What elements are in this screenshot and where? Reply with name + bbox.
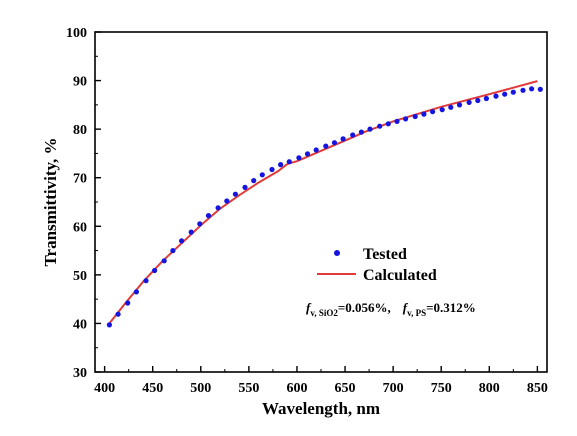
y-tick-label: 70: [73, 172, 87, 187]
x-axis-label: Wavelength, nm: [262, 399, 380, 418]
tested-data-point: [224, 198, 230, 204]
volume-fraction-annotation: fv, SiO2=0.056%, fv, PS=0.312%: [306, 300, 476, 318]
y-axis-label: Transmittivity, %: [41, 137, 60, 266]
tested-data-point: [106, 322, 112, 328]
tested-data-point: [350, 132, 356, 138]
tested-data-point: [215, 205, 221, 211]
x-tick-label: 550: [238, 381, 259, 396]
tested-data-point: [537, 86, 543, 92]
tested-data-point: [278, 162, 284, 168]
tested-data-point: [125, 300, 131, 306]
tested-data-point: [188, 229, 194, 235]
tested-data-point: [304, 151, 311, 157]
tested-data-point: [456, 102, 463, 108]
y-tick-label: 40: [73, 317, 87, 332]
tested-data-point: [466, 99, 472, 105]
tested-data-point: [520, 87, 526, 93]
tested-data-point: [296, 155, 302, 161]
tested-data-point: [179, 238, 185, 244]
tested-data-point: [205, 213, 212, 219]
tested-data-point: [242, 184, 248, 190]
tested-data-point: [251, 178, 257, 184]
tested-data-point: [439, 107, 445, 113]
tested-data-point: [313, 147, 319, 153]
legend-calculated-label: Calculated: [363, 267, 437, 284]
tested-data-point: [358, 129, 364, 135]
y-tick-label: 90: [73, 75, 87, 90]
x-tick-label: 450: [142, 381, 163, 396]
tested-data-point: [421, 111, 427, 117]
tested-data-point: [403, 116, 409, 122]
x-tick-label: 600: [286, 381, 307, 396]
x-tick-label: 650: [335, 381, 356, 396]
tested-data-point: [133, 289, 139, 295]
annotation-f-symbol-1: f: [306, 300, 312, 315]
annotation-value-ps: =0.312%: [426, 300, 476, 315]
tested-data-point: [412, 113, 418, 120]
series-group: [106, 80, 543, 328]
annotation-subscript-ps: v, PS: [407, 308, 426, 318]
y-tick-label: 100: [66, 26, 87, 41]
y-tick-label: 60: [73, 220, 87, 235]
tested-data-point: [529, 86, 535, 92]
x-tick-label: 500: [190, 381, 211, 396]
x-tick-label: 700: [383, 381, 404, 396]
annotation-value-sio2: =0.056%,: [338, 300, 391, 315]
tested-data-point: [340, 136, 346, 142]
tested-data-point: [152, 267, 158, 274]
x-tick-label: 400: [94, 381, 115, 396]
tested-data-point: [259, 172, 265, 178]
annotation-f-symbol-2: f: [403, 300, 409, 315]
tested-data-point: [232, 191, 238, 197]
tested-data-point: [430, 109, 436, 115]
x-tick-label: 750: [431, 381, 452, 396]
legend: Tested Calculated: [317, 246, 437, 284]
tick-group: 400 450 500 550 600 650 700 750 800 850 30 40 50 60 70…: [66, 26, 548, 396]
tested-data-point: [510, 89, 516, 95]
x-tick-label: 800: [479, 381, 500, 396]
tested-data-point: [377, 123, 383, 129]
tested-data-point: [475, 97, 481, 104]
tested-data-point: [323, 143, 329, 149]
tested-data-point: [493, 93, 499, 99]
legend-tested-marker: [334, 250, 340, 256]
tested-data-point: [269, 166, 275, 173]
tested-data-point: [286, 159, 292, 165]
x-tick-label: 850: [527, 381, 548, 396]
plot-frame: [94, 31, 548, 373]
tested-data-point: [367, 126, 373, 132]
tested-data-point: [502, 91, 508, 97]
tested-data-point: [385, 121, 391, 127]
tested-data-point: [331, 140, 338, 146]
tested-data-point: [394, 118, 400, 124]
tested-data-point: [170, 248, 176, 254]
annotation-subscript-sio2: v, SiO2: [310, 308, 338, 318]
y-tick-label: 50: [73, 269, 87, 284]
tested-data-point: [161, 258, 167, 264]
tested-data-point: [115, 311, 121, 317]
tested-data-point: [197, 221, 203, 227]
y-tick-label: 80: [73, 123, 87, 138]
legend-tested-label: Tested: [363, 246, 407, 263]
y-tick-label: 30: [73, 366, 87, 381]
tested-data-point: [483, 95, 489, 102]
tested-data-point: [448, 104, 454, 110]
tested-data-point: [143, 278, 149, 284]
